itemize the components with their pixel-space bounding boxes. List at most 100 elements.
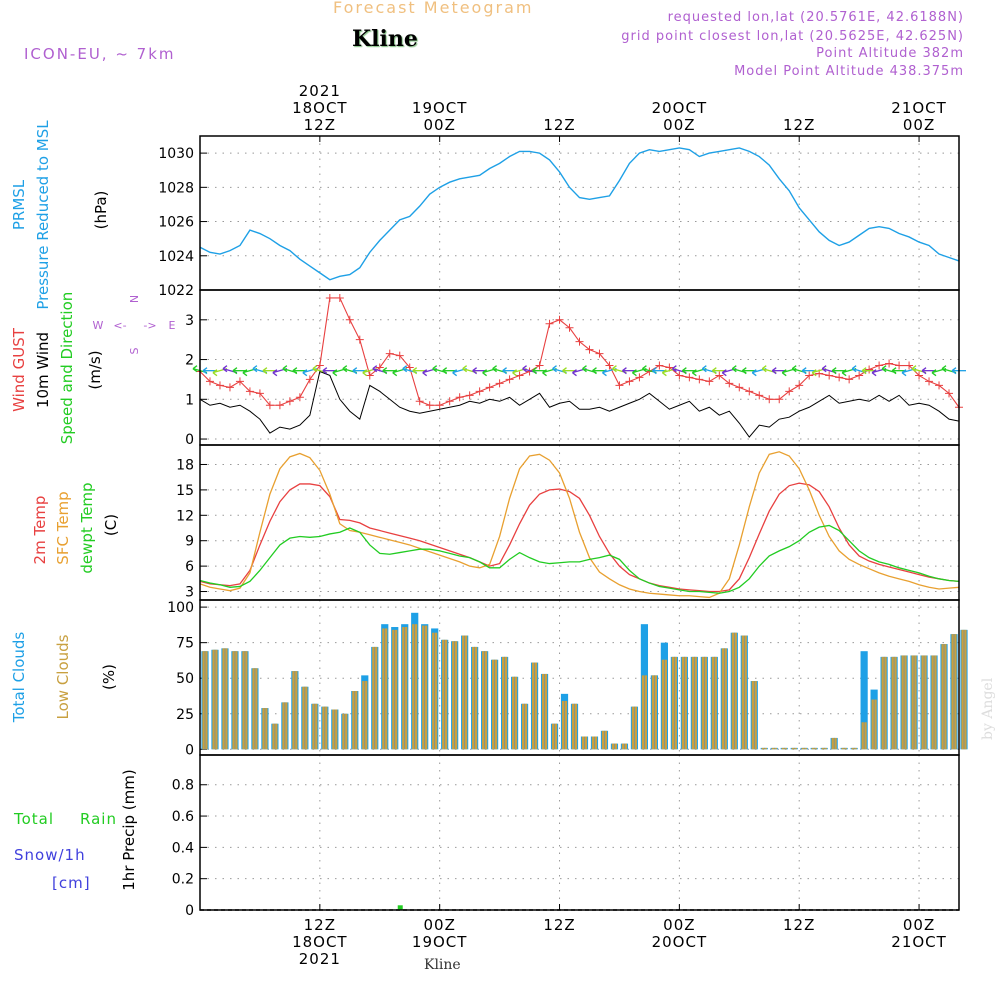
compass-north: N (128, 295, 141, 303)
bottom-time-label: 00Z (903, 916, 935, 934)
gust-marker (435, 401, 444, 410)
wind-arrow-head (691, 369, 697, 377)
wind-arrow-head (751, 369, 757, 377)
gust-marker (875, 361, 884, 370)
compass-south: S (128, 347, 141, 354)
precip-unit-label: 1hr Precip (mm) (120, 769, 138, 890)
wind-arrow-head (202, 367, 208, 375)
wind-arrow-head (841, 369, 847, 377)
wind-arrow-head (482, 369, 488, 377)
y-tick-label: 1024 (158, 249, 194, 265)
panel-temperature: 3 6 9 12 15 18 (176, 445, 959, 601)
compass-east: E (169, 319, 176, 332)
bottom-time-label: 12Z (304, 916, 336, 934)
bottom-time-label: 20OCT (652, 933, 708, 951)
gust-marker (355, 335, 364, 344)
wind-arrow-head (911, 365, 917, 373)
model-point-altitude: Model Point Altitude 438.375m (734, 64, 964, 79)
wind-arrow-head (661, 369, 667, 377)
gust-marker (295, 393, 304, 402)
grid-point-coordinates: grid point closest lon,lat (20.5625E, 42… (621, 29, 964, 44)
gust-line (199, 297, 960, 408)
pressure-line (199, 147, 960, 281)
gust-marker (775, 395, 784, 404)
y-tick-label: 1028 (158, 180, 194, 196)
gust-marker (245, 387, 254, 396)
wind-arrow-head (332, 369, 338, 377)
panel-pressure: 1022 1024 1026 1028 1030 (158, 136, 959, 299)
y-tick-label: 0.2 (172, 872, 194, 888)
panel-precip: 0 0.2 0.4 0.6 0.8 (172, 755, 959, 919)
wind-arrow-head (741, 367, 747, 375)
wind-arrow-head (761, 365, 767, 373)
top-time-label: 20OCT (652, 99, 708, 117)
wind-arrow-head (861, 367, 867, 375)
gust-marker (225, 383, 234, 392)
top-time-label: 2021 (299, 82, 341, 100)
wind-arrow-head (681, 367, 687, 375)
gust-marker (935, 381, 944, 390)
rain-bar (397, 905, 403, 910)
y-tick-label: 3 (185, 585, 194, 601)
wind-arrow-head (352, 367, 358, 375)
gust-marker (745, 387, 754, 396)
wind-compass: N S W E <- -> (93, 295, 176, 355)
wind-arrow-head (821, 365, 827, 373)
gust-marker (275, 401, 284, 410)
wind-arrow-head (512, 369, 517, 377)
y-tick-label: 1030 (158, 146, 194, 162)
wind-arrow-head (941, 365, 947, 373)
wind-arrow-head (252, 365, 258, 373)
top-time-label: 00Z (663, 116, 695, 134)
wind-arrow-head (452, 369, 458, 377)
gust-marker (505, 375, 514, 384)
bottom-time-label: 12Z (783, 916, 815, 934)
gust-marker (945, 389, 954, 398)
wind-arrow-head (472, 367, 478, 375)
panel-frame (199, 135, 960, 291)
gust-marker (655, 361, 664, 370)
y-tick-label: 0.6 (172, 809, 194, 825)
bottom-time-label: 18OCT (292, 933, 348, 951)
y-tick-label: 1022 (158, 283, 194, 299)
precip-total-label: Total (13, 810, 54, 828)
bottom-time-label: 12Z (543, 916, 575, 934)
gust-marker (555, 315, 564, 324)
gust-marker (715, 371, 724, 380)
requested-coordinates: requested lon,lat (20.5761E, 42.6188N) (667, 10, 964, 25)
wind-arrow-head (642, 365, 647, 373)
wind-arrow-head (881, 365, 887, 373)
wind-arrow-head (951, 367, 957, 375)
gust-marker (675, 371, 684, 380)
wind-arrow-head (592, 367, 597, 375)
gust-marker (465, 391, 474, 400)
top-time-label: 00Z (903, 116, 935, 134)
bottom-time-label: 19OCT (412, 933, 468, 951)
y-tick-label: 0 (185, 903, 194, 919)
top-time-label: 21OCT (891, 99, 947, 117)
gust-marker (445, 397, 454, 406)
wind-arrow-head (781, 369, 787, 377)
gust-marker (585, 345, 594, 354)
wind-arrow-head (811, 369, 817, 377)
gust-marker (305, 375, 314, 384)
wind-arrow-head (242, 369, 248, 377)
wind-arrow-head (622, 367, 627, 375)
wind-arrow-head (871, 369, 877, 377)
gust-marker (895, 361, 904, 370)
gust-marker (825, 371, 834, 380)
top-time-label: 18OCT (292, 99, 348, 117)
wind-arrow-head (612, 365, 617, 373)
sfc-temp-line (199, 451, 960, 599)
wind-arrow-head (272, 369, 278, 377)
gust-marker (205, 377, 214, 386)
wind-arrow-head (652, 367, 657, 375)
wind-arrow-head (312, 365, 318, 373)
wind-arrow-head (212, 369, 218, 377)
compass-arrow-left: <- (113, 319, 126, 332)
gust-marker (765, 395, 774, 404)
temp-2m-line (199, 482, 960, 593)
wind-arrow-head (492, 365, 497, 373)
wind-arrow-head (422, 369, 428, 377)
